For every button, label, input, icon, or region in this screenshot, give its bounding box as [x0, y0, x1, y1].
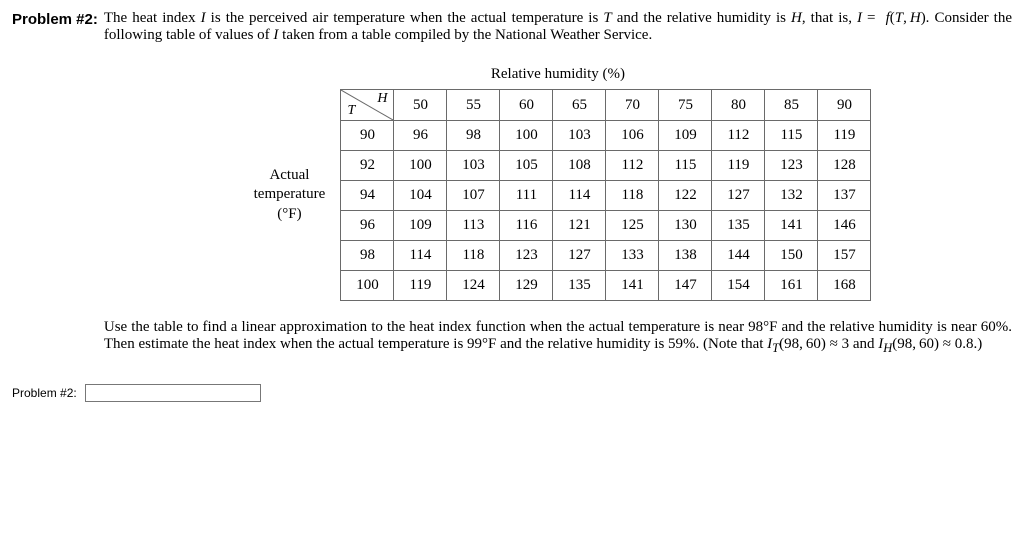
table-cell: 111 — [500, 181, 553, 211]
table-cell: 109 — [659, 121, 712, 151]
table-cell: 128 — [818, 151, 871, 181]
table-cell: 118 — [606, 181, 659, 211]
heat-index-table-region: Relative humidity (%) Actualtemperature(… — [104, 66, 1012, 301]
table-col-header: 65 — [553, 90, 606, 121]
table-cell: 137 — [818, 181, 871, 211]
table-cell: 127 — [712, 181, 765, 211]
table-cell: 114 — [553, 181, 606, 211]
table-cell: 125 — [606, 211, 659, 241]
table-cell: 106 — [606, 121, 659, 151]
problem-label: Problem #2: — [12, 10, 98, 28]
problem-intro: The heat index I is the perceived air te… — [104, 10, 1012, 43]
table-row: 94104107111114118122127132137 — [341, 181, 871, 211]
answer-row: Problem #2: — [12, 384, 1012, 402]
table-row-header: 90 — [341, 121, 394, 151]
table-cell: 105 — [500, 151, 553, 181]
table-cell: 107 — [447, 181, 500, 211]
table-row-caption: Actualtemperature(°F) — [244, 166, 334, 225]
table-cell: 108 — [553, 151, 606, 181]
table-cell: 123 — [765, 151, 818, 181]
table-cell: 157 — [818, 241, 871, 271]
table-cell: 146 — [818, 211, 871, 241]
problem-followup: Use the table to find a linear approxima… — [104, 319, 1012, 356]
table-row: 96109113116121125130135141146 — [341, 211, 871, 241]
table-cell: 109 — [394, 211, 447, 241]
answer-label: Problem #2: — [12, 386, 77, 400]
table-row-header: 96 — [341, 211, 394, 241]
problem-body: The heat index I is the perceived air te… — [104, 10, 1012, 356]
table-cell: 129 — [500, 271, 553, 301]
table-cell: 98 — [447, 121, 500, 151]
table-cell: 115 — [765, 121, 818, 151]
table-row-header: 92 — [341, 151, 394, 181]
table-cell: 161 — [765, 271, 818, 301]
table-cell: 138 — [659, 241, 712, 271]
table-col-header: 75 — [659, 90, 712, 121]
table-cell: 119 — [712, 151, 765, 181]
table-header-row: H T 505560657075808590 — [341, 90, 871, 121]
table-cell: 100 — [500, 121, 553, 151]
table-row: 909698100103106109112115119 — [341, 121, 871, 151]
problem-header: Problem #2: The heat index I is the perc… — [12, 10, 1012, 356]
table-cell: 150 — [765, 241, 818, 271]
table-row-header: 100 — [341, 271, 394, 301]
table-cell: 103 — [553, 121, 606, 151]
table-cell: 132 — [765, 181, 818, 211]
table-col-header: 60 — [500, 90, 553, 121]
table-row: 100119124129135141147154161168 — [341, 271, 871, 301]
table-cell: 168 — [818, 271, 871, 301]
corner-h-label: H — [377, 91, 387, 107]
table-col-header: 85 — [765, 90, 818, 121]
table-cell: 144 — [712, 241, 765, 271]
table-row-header: 94 — [341, 181, 394, 211]
table-cell: 103 — [447, 151, 500, 181]
table-col-header: 70 — [606, 90, 659, 121]
table-cell: 96 — [394, 121, 447, 151]
table-cell: 113 — [447, 211, 500, 241]
table-row-header: 98 — [341, 241, 394, 271]
table-cell: 147 — [659, 271, 712, 301]
table-cell: 127 — [553, 241, 606, 271]
table-row: 98114118123127133138144150157 — [341, 241, 871, 271]
table-cell: 122 — [659, 181, 712, 211]
table-cell: 141 — [765, 211, 818, 241]
table-cell: 135 — [553, 271, 606, 301]
table-cell: 112 — [712, 121, 765, 151]
table-cell: 115 — [659, 151, 712, 181]
table-cell: 133 — [606, 241, 659, 271]
table-cell: 114 — [394, 241, 447, 271]
table-cell: 112 — [606, 151, 659, 181]
table-row: 92100103105108112115119123128 — [341, 151, 871, 181]
table-col-header: 50 — [394, 90, 447, 121]
table-cell: 135 — [712, 211, 765, 241]
table-cell: 123 — [500, 241, 553, 271]
table-cell: 154 — [712, 271, 765, 301]
table-col-caption: Relative humidity (%) — [104, 66, 1012, 83]
table-cell: 118 — [447, 241, 500, 271]
table-cell: 124 — [447, 271, 500, 301]
corner-t-label: T — [347, 103, 355, 119]
table-col-header: 90 — [818, 90, 871, 121]
answer-input[interactable] — [85, 384, 261, 402]
table-col-header: 80 — [712, 90, 765, 121]
table-cell: 121 — [553, 211, 606, 241]
table-cell: 104 — [394, 181, 447, 211]
table-cell: 119 — [394, 271, 447, 301]
table-cell: 141 — [606, 271, 659, 301]
table-col-header: 55 — [447, 90, 500, 121]
table-cell: 119 — [818, 121, 871, 151]
table-cell: 100 — [394, 151, 447, 181]
table-cell: 130 — [659, 211, 712, 241]
heat-index-table: H T 505560657075808590 90969810010310610… — [340, 89, 871, 301]
table-cell: 116 — [500, 211, 553, 241]
table-corner-cell: H T — [341, 90, 394, 121]
